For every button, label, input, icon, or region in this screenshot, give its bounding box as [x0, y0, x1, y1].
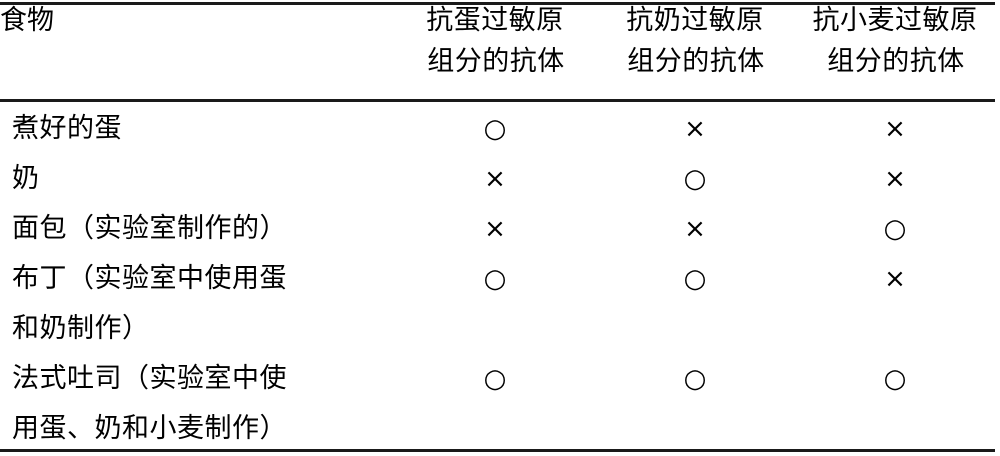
row-label-line1: 面包（实验室制作的）: [12, 213, 287, 244]
column-header-egg-antibody: 抗蛋过敏原 组分的抗体: [395, 0, 595, 99]
column-header-wheat-antibody-line2: 组分的抗体: [827, 46, 965, 77]
row-label-line1: 布丁（实验室中使用蛋: [12, 263, 287, 294]
cell-pudding-wheat-antibody: ×: [795, 254, 995, 354]
table-bottom-rule: [0, 449, 995, 452]
mark-symbol: ○: [683, 164, 707, 194]
column-header-wheat-antibody-line1: 抗小麦过敏原: [812, 5, 978, 36]
row-label-line1: 法式吐司（实验室中使: [12, 363, 287, 394]
cell-boiled-egg-wheat-antibody: ×: [795, 99, 995, 154]
cell-french-toast-wheat-antibody: ○: [795, 354, 995, 454]
row-label-pudding: 布丁（实验室中使用蛋 和奶制作）: [0, 254, 395, 354]
cell-bread-egg-antibody: ×: [395, 204, 595, 254]
column-header-milk-antibody: 抗奶过敏原 组分的抗体: [595, 0, 795, 99]
table-row: 奶 × ○ ×: [0, 154, 995, 204]
row-label-line1: 煮好的蛋: [12, 113, 122, 144]
column-header-milk-antibody-line2: 组分的抗体: [627, 46, 765, 77]
table-top-rule: [0, 2, 995, 5]
cell-milk-milk-antibody: ○: [595, 154, 795, 204]
column-header-egg-antibody-line2: 组分的抗体: [427, 46, 565, 77]
cell-bread-wheat-antibody: ○: [795, 204, 995, 254]
row-label-milk: 奶: [0, 154, 395, 204]
table-header-rule: [0, 99, 995, 102]
table-row: 面包（实验室制作的） × × ○: [0, 204, 995, 254]
table-body: 煮好的蛋 ○ × × 奶 × ○: [0, 99, 995, 454]
column-header-wheat-antibody: 抗小麦过敏原 组分的抗体: [795, 0, 995, 99]
row-label-line2: 用蛋、奶和小麦制作）: [12, 413, 287, 444]
header-row: 食物 抗蛋过敏原 组分的抗体 抗奶过敏原 组分的抗体 抗小麦过敏原 组分的抗体: [0, 0, 995, 99]
row-label-boiled-egg: 煮好的蛋: [0, 99, 395, 154]
table-row: 法式吐司（实验室中使 用蛋、奶和小麦制作） ○ ○ ○: [0, 354, 995, 454]
mark-symbol: ×: [484, 164, 506, 194]
column-header-food: 食物: [0, 5, 54, 36]
table-row: 煮好的蛋 ○ × ×: [0, 99, 995, 154]
cell-pudding-egg-antibody: ○: [395, 254, 595, 354]
cell-milk-wheat-antibody: ×: [795, 154, 995, 204]
mark-symbol: ○: [883, 214, 907, 244]
cell-pudding-milk-antibody: ○: [595, 254, 795, 354]
cell-bread-milk-antibody: ×: [595, 204, 795, 254]
mark-symbol: ×: [684, 114, 706, 144]
mark-symbol: ○: [483, 264, 507, 294]
mark-symbol: ○: [483, 364, 507, 394]
column-header-egg-antibody-line1: 抗蛋过敏原: [426, 5, 564, 36]
mark-symbol: ×: [884, 264, 906, 294]
cell-french-toast-milk-antibody: ○: [595, 354, 795, 454]
mark-symbol: ○: [883, 364, 907, 394]
table-row: 布丁（实验室中使用蛋 和奶制作） ○ ○ ×: [0, 254, 995, 354]
cell-milk-egg-antibody: ×: [395, 154, 595, 204]
row-label-line1: 奶: [12, 163, 40, 194]
cell-french-toast-egg-antibody: ○: [395, 354, 595, 454]
mark-symbol: ○: [683, 264, 707, 294]
row-label-line2: 和奶制作）: [12, 313, 150, 344]
column-header-milk-antibody-line1: 抗奶过敏原: [626, 5, 764, 36]
mark-symbol: ×: [684, 214, 706, 244]
cell-boiled-egg-egg-antibody: ○: [395, 99, 595, 154]
row-label-french-toast: 法式吐司（实验室中使 用蛋、奶和小麦制作）: [0, 354, 395, 454]
row-label-bread: 面包（实验室制作的）: [0, 204, 395, 254]
mark-symbol: ×: [884, 164, 906, 194]
cell-boiled-egg-milk-antibody: ×: [595, 99, 795, 154]
mark-symbol: ○: [483, 114, 507, 144]
mark-symbol: ×: [884, 114, 906, 144]
table-header: 食物 抗蛋过敏原 组分的抗体 抗奶过敏原 组分的抗体 抗小麦过敏原 组分的抗体: [0, 0, 995, 99]
mark-symbol: ×: [484, 214, 506, 244]
mark-symbol: ○: [683, 364, 707, 394]
